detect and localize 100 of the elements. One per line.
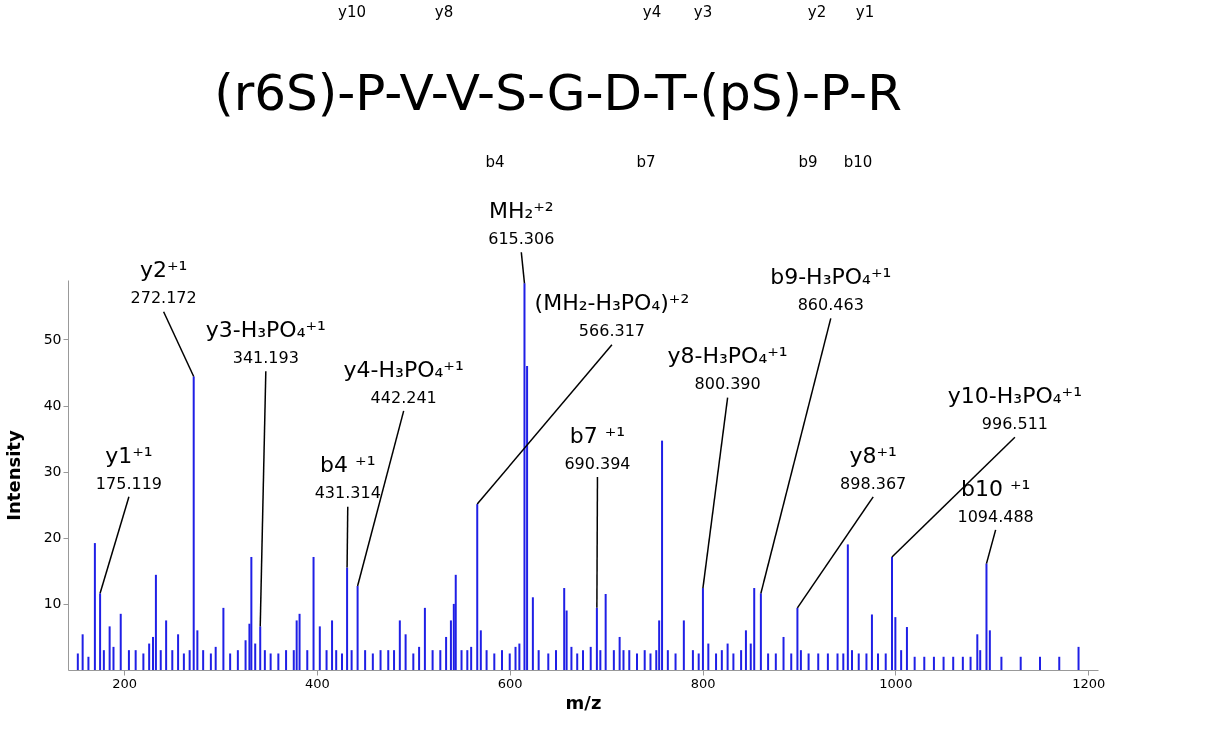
bar (537, 650, 540, 670)
bar (589, 646, 592, 670)
annotation: 341.193 (232, 347, 299, 367)
x-tick-label: 600 (497, 675, 523, 691)
bar (485, 650, 488, 670)
bar (277, 653, 280, 670)
annotation: 442.241 (370, 387, 437, 407)
bar (759, 593, 762, 670)
y-tick-label: 10 (43, 595, 62, 612)
bar (154, 574, 157, 670)
bar (398, 620, 401, 670)
bar (177, 634, 180, 670)
bar (412, 653, 415, 670)
bar (674, 653, 677, 670)
bar (87, 656, 90, 670)
bar (102, 650, 105, 670)
bar (259, 626, 262, 670)
annotation: 566.317 (578, 321, 646, 341)
annotation: 898.367 (840, 473, 907, 493)
bar (285, 650, 288, 670)
y-tick-label: 50 (43, 330, 62, 347)
text: (r6S)-P-V-V-S-G-D-T-(pS)-P-R (214, 64, 902, 122)
bar (148, 643, 151, 670)
bar (923, 656, 926, 670)
bar (99, 593, 102, 670)
bar (782, 636, 785, 670)
bar (563, 588, 566, 670)
annotation: 1094.488 (957, 506, 1034, 526)
bar (582, 650, 584, 670)
text: MH₂⁺² (488, 197, 554, 223)
bar (604, 593, 607, 670)
bar (404, 634, 407, 670)
bar (707, 643, 710, 670)
bar (108, 626, 111, 670)
bar (682, 620, 685, 670)
bar (555, 650, 558, 670)
annotation: y1⁺¹ (105, 442, 153, 468)
y-tick-label: 20 (43, 529, 62, 546)
annotation: 800.390 (694, 374, 761, 394)
bar (796, 607, 799, 670)
text: b9 (798, 153, 818, 171)
bar (877, 653, 880, 670)
bar (952, 656, 955, 670)
annotation: y8⁺¹ (849, 442, 897, 468)
bar (1038, 656, 1041, 670)
bar (298, 613, 301, 670)
text: y10 (338, 3, 366, 21)
x-axis-title: m/z (565, 691, 602, 713)
text: b4 (485, 153, 505, 171)
bar (1077, 646, 1080, 670)
y-axis-title: Intensity (2, 430, 24, 521)
annotation: 615.306 (488, 228, 555, 248)
bar (514, 646, 517, 670)
bar (817, 653, 820, 670)
bar (379, 650, 382, 670)
bar (836, 653, 839, 670)
bar (884, 653, 887, 670)
bar (1058, 656, 1061, 670)
bar (985, 563, 988, 670)
bar (371, 653, 374, 670)
bar (744, 630, 747, 670)
bar (331, 620, 334, 670)
bar (988, 630, 991, 670)
bar (165, 620, 168, 670)
text: y8 (434, 3, 454, 21)
bar (119, 613, 122, 670)
bar (799, 650, 802, 670)
bar (479, 630, 482, 670)
bar (423, 607, 426, 670)
bar (501, 650, 504, 670)
bar (466, 650, 469, 670)
bar (790, 653, 793, 670)
bar (595, 607, 598, 670)
bar (697, 653, 700, 670)
bar (649, 653, 652, 670)
text: y4 (642, 3, 662, 21)
annotation: b10 ⁺¹ (960, 475, 1031, 501)
bar (850, 650, 853, 670)
x-tick-label: 1200 (1072, 675, 1106, 691)
bar (701, 588, 704, 670)
bar (900, 650, 903, 670)
annotation: 175.119 (95, 473, 162, 493)
bar (870, 614, 873, 670)
annotation: y4-H₃PO₄⁺¹ (343, 356, 464, 382)
annotation: 431.314 (314, 483, 381, 503)
bar (192, 376, 195, 670)
bar (666, 650, 669, 670)
bar (774, 653, 777, 670)
bar (346, 567, 349, 670)
bar (439, 650, 442, 670)
bar (767, 653, 770, 670)
text: b7 (636, 153, 656, 171)
bar (932, 656, 935, 670)
x-tick-label: 400 (305, 675, 330, 691)
bar (576, 653, 579, 670)
bar (531, 597, 534, 670)
x-tick-label: 200 (112, 675, 138, 691)
bar (209, 653, 212, 670)
text: y3 (693, 3, 713, 21)
bar (547, 653, 550, 670)
